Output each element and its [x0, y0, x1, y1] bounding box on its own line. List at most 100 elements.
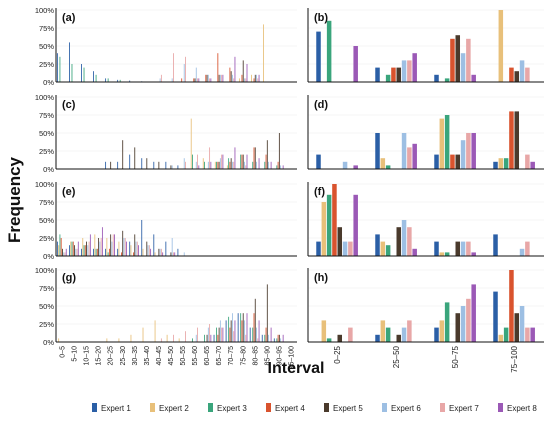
bar-expert-1: [117, 161, 119, 169]
bar-expert-2: [58, 338, 60, 342]
bar-expert-7: [173, 334, 174, 342]
bar-expert-6: [244, 78, 245, 82]
x-tick-label: 50–75: [451, 345, 460, 368]
bar-expert-3: [444, 252, 450, 256]
x-tick-label: 60–65: [204, 346, 211, 366]
bar-expert-7: [185, 161, 186, 169]
bar-expert-3: [264, 161, 266, 169]
bar-expert-2: [321, 320, 327, 342]
bar-expert-2: [202, 158, 204, 169]
bar-expert-6: [111, 241, 113, 256]
y-axis-title: Frequency: [5, 156, 24, 243]
bar-expert-6: [183, 252, 185, 256]
bar-expert-8: [530, 327, 535, 342]
bar-expert-5: [230, 71, 232, 82]
bar-expert-1: [165, 241, 167, 256]
bar-expert-8: [246, 64, 248, 82]
legend-swatch: [440, 403, 445, 412]
x-tick-label: 85–90: [264, 346, 271, 366]
bar-expert-3: [252, 161, 254, 169]
bar-expert-3: [95, 74, 97, 82]
bar-expert-5: [134, 147, 136, 169]
y-tick-label: 25%: [39, 320, 54, 329]
bar-expert-5: [242, 313, 244, 342]
bar-expert-6: [171, 78, 173, 82]
bar-expert-7: [407, 320, 412, 342]
y-tick-label: 100%: [35, 266, 55, 275]
x-tick-label: 90–95: [276, 346, 283, 366]
panel-label: (e): [62, 186, 76, 198]
bar-expert-3: [326, 194, 332, 256]
bar-expert-5: [218, 327, 220, 342]
bar-expert-1: [141, 158, 143, 169]
bar-expert-6: [207, 327, 209, 342]
bar-expert-5: [278, 133, 280, 169]
legend-label: Expert 3: [217, 404, 247, 413]
bar-expert-4: [181, 78, 183, 82]
bar-expert-1: [316, 154, 321, 169]
bar-expert-8: [234, 56, 236, 82]
bar-expert-6: [460, 306, 466, 342]
bar-expert-5: [122, 140, 124, 169]
bar-expert-7: [245, 334, 247, 342]
bar-expert-1: [81, 64, 82, 82]
bar-expert-6: [460, 140, 466, 169]
bar-expert-4: [217, 334, 219, 342]
bar-expert-6: [244, 320, 245, 342]
panel-label: (h): [314, 272, 328, 284]
bar-expert-7: [221, 74, 223, 82]
x-tick-label: 75–100: [510, 345, 519, 372]
bar-expert-2: [82, 238, 84, 256]
bar-expert-2: [94, 234, 96, 256]
legend-item: Expert 3: [208, 403, 247, 413]
y-tick-label: 50%: [39, 302, 54, 311]
bar-expert-8: [138, 245, 139, 256]
bar-expert-7: [466, 38, 471, 82]
legend-item: Expert 5: [324, 403, 363, 413]
bar-expert-7: [466, 241, 471, 256]
bar-expert-4: [229, 161, 231, 169]
bar-expert-6: [123, 238, 125, 256]
bar-expert-2: [439, 320, 445, 342]
bar-expert-1: [434, 241, 439, 256]
bar-expert-7: [407, 147, 412, 169]
bar-expert-1: [56, 241, 58, 256]
bar-expert-8: [210, 78, 212, 82]
bar-expert-2: [380, 158, 386, 169]
bar-expert-2: [142, 248, 144, 256]
bar-expert-3: [204, 334, 205, 342]
bar-expert-8: [412, 248, 417, 256]
bar-expert-7: [160, 248, 162, 256]
bar-expert-1: [493, 234, 498, 256]
legend-item: Expert 7: [440, 403, 479, 413]
x-tick-label: 75–80: [240, 346, 247, 366]
bar-expert-4: [509, 111, 514, 169]
bar-expert-8: [471, 74, 476, 82]
bar-expert-6: [183, 64, 185, 82]
bar-expert-5: [110, 234, 112, 256]
bar-expert-5: [122, 230, 124, 256]
y-tick-label: 25%: [39, 147, 54, 156]
bar-expert-8: [270, 327, 272, 342]
bar-expert-7: [245, 165, 247, 169]
bar-expert-3: [264, 334, 266, 342]
legend-label: Expert 7: [449, 404, 479, 413]
bar-expert-1: [165, 161, 167, 169]
bar-expert-8: [198, 165, 200, 169]
x-tick-label: 35–40: [144, 346, 151, 366]
bar-expert-8: [270, 161, 272, 169]
bar-expert-8: [162, 252, 164, 256]
bar-expert-1: [316, 31, 321, 83]
bar-expert-8: [353, 165, 358, 169]
bar-expert-5: [455, 241, 461, 256]
bar-expert-6: [342, 161, 348, 169]
bar-expert-5: [337, 334, 343, 342]
y-tick-label: 75%: [39, 24, 54, 33]
bar-expert-8: [412, 53, 417, 82]
bar-expert-3: [385, 327, 391, 342]
bar-expert-3: [326, 338, 332, 342]
bar-expert-8: [222, 154, 224, 169]
legend-label: Expert 8: [507, 404, 537, 413]
bar-expert-7: [257, 338, 259, 342]
